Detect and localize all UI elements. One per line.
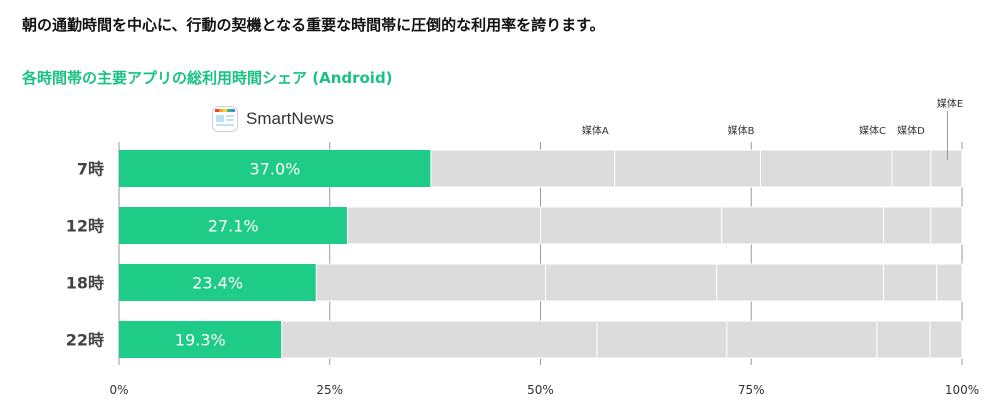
bar-segment-media-2-2: [545, 263, 718, 302]
bar-segment-media-4-0: [891, 149, 932, 188]
bar-segment-media-5-3: [929, 320, 963, 359]
smartnews-logo: SmartNews: [212, 106, 334, 132]
category-label-3: 22時: [66, 331, 104, 350]
x-tick-label-2: 50%: [527, 383, 554, 397]
bar-segment-media-4-1: [883, 206, 932, 245]
category-label-0: 7時: [77, 160, 104, 179]
data-label-3: 19.3%: [175, 331, 226, 350]
bar-segment-media-2-0: [614, 149, 762, 188]
bar-segment-media-2-1: [540, 206, 723, 245]
bar-segment-media-5-0: [930, 149, 963, 188]
bar-segment-media-3-1: [721, 206, 885, 245]
bar-segment-media-4-2: [883, 263, 938, 302]
x-tick-label-3: 75%: [738, 383, 765, 397]
bar-segment-media-5-1: [930, 206, 963, 245]
brand-name: SmartNews: [246, 109, 334, 128]
series-label-2: 媒体B: [728, 125, 755, 137]
chart-title: 各時間帯の主要アプリの総利用時間シェア (Android): [22, 69, 393, 87]
bar-segment-smartnews-0: [119, 150, 431, 187]
x-tick-label-4: 100%: [945, 383, 979, 397]
bar-segment-media-2-3: [596, 320, 728, 359]
x-tick-label-0: 0%: [109, 383, 128, 397]
series-label-3: 媒体C: [859, 125, 886, 137]
bar-segment-smartnews-2: [119, 264, 317, 301]
x-tick-label-1: 25%: [316, 383, 343, 397]
bar-segment-media-3-3: [726, 320, 878, 359]
bar-segment-media-1-2: [315, 263, 547, 302]
series-label-1: 媒体A: [582, 125, 609, 137]
bar-segment-media-3-0: [760, 149, 893, 188]
bar-segment-media-4-3: [876, 320, 931, 359]
smartnews-app-icon: [212, 106, 238, 132]
data-label-1: 27.1%: [208, 217, 259, 236]
series-label-4: 媒体D: [897, 125, 925, 137]
bar-segment-smartnews-1: [119, 207, 348, 244]
bar-segment-media-1-0: [430, 149, 616, 188]
data-label-0: 37.0%: [250, 160, 301, 179]
headline: 朝の通勤時間を中心に、行動の契機となる重要な時間帯に圧倒的な利用率を誇ります。: [22, 16, 605, 34]
bar-segment-media-3-2: [716, 263, 885, 302]
bar-segment-media-5-2: [936, 263, 963, 302]
bar-segment-smartnews-3: [119, 321, 282, 358]
bar-segment-media-1-1: [346, 206, 541, 245]
category-label-2: 18時: [66, 274, 104, 293]
series-label-5: 媒体E: [937, 98, 963, 110]
bar-segment-media-1-3: [281, 320, 598, 359]
category-label-1: 12時: [66, 217, 104, 236]
data-label-2: 23.4%: [192, 274, 243, 293]
